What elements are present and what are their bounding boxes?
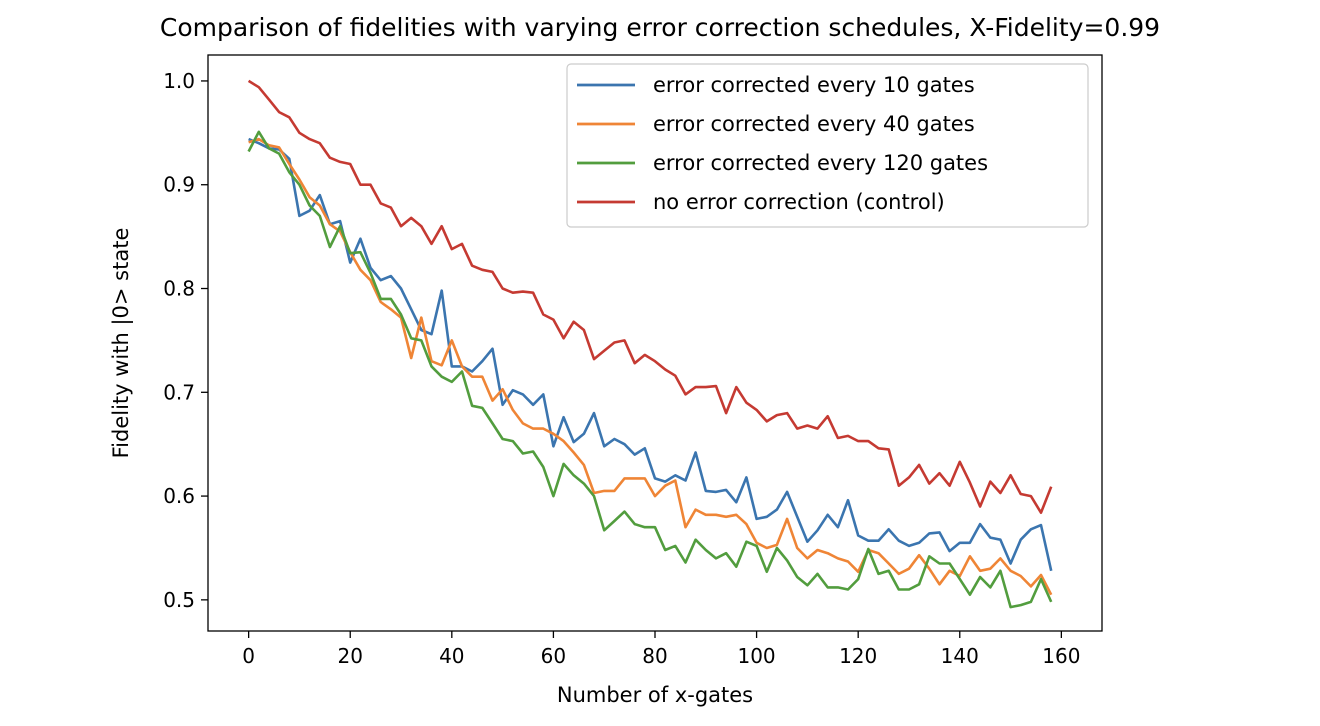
y-tick-label: 1.0	[163, 69, 195, 93]
x-tick-label: 40	[439, 644, 464, 668]
legend: error corrected every 10 gates error corr…	[566, 63, 1089, 228]
series-lines	[247, 79, 1053, 609]
x-tick-label: 140	[941, 644, 979, 668]
y-tick-label: 0.5	[163, 588, 195, 612]
y-tick-label: 0.8	[163, 277, 195, 301]
y-tick-label: 0.9	[163, 173, 195, 197]
x-tick-label: 100	[737, 644, 775, 668]
series-line-1	[248, 137, 1053, 572]
legend-label: error corrected every 10 gates	[653, 73, 975, 97]
series-line-2	[248, 137, 1053, 596]
x-axis-label: Number of x-gates	[557, 683, 753, 707]
y-axis-label: Fidelity with |0> state	[109, 228, 134, 459]
legend-box	[566, 63, 1089, 228]
series-line-4	[247, 79, 1053, 515]
legend-label: no error correction (control)	[653, 190, 945, 214]
legend-label: error corrected every 40 gates	[653, 112, 975, 136]
x-tick-label: 20	[338, 644, 363, 668]
x-tick-label: 160	[1042, 644, 1080, 668]
x-tick-label: 80	[642, 644, 667, 668]
y-tick-label: 0.7	[163, 380, 195, 404]
series-line-3	[247, 130, 1053, 609]
x-tick-label: 0	[242, 644, 255, 668]
x-tick-label: 120	[839, 644, 877, 668]
y-tick-label: 0.6	[163, 484, 195, 508]
axis-ticks: 0 20 40 60 80 100 120 140 160 0.5 0.6 0.7 0.8 0.9 1.0	[163, 69, 1080, 668]
legend-label: error corrected every 120 gates	[653, 151, 988, 175]
chart-title: Comparison of fidelities with varying er…	[160, 13, 1160, 42]
x-tick-label: 60	[541, 644, 566, 668]
plot-frame	[207, 54, 1103, 632]
